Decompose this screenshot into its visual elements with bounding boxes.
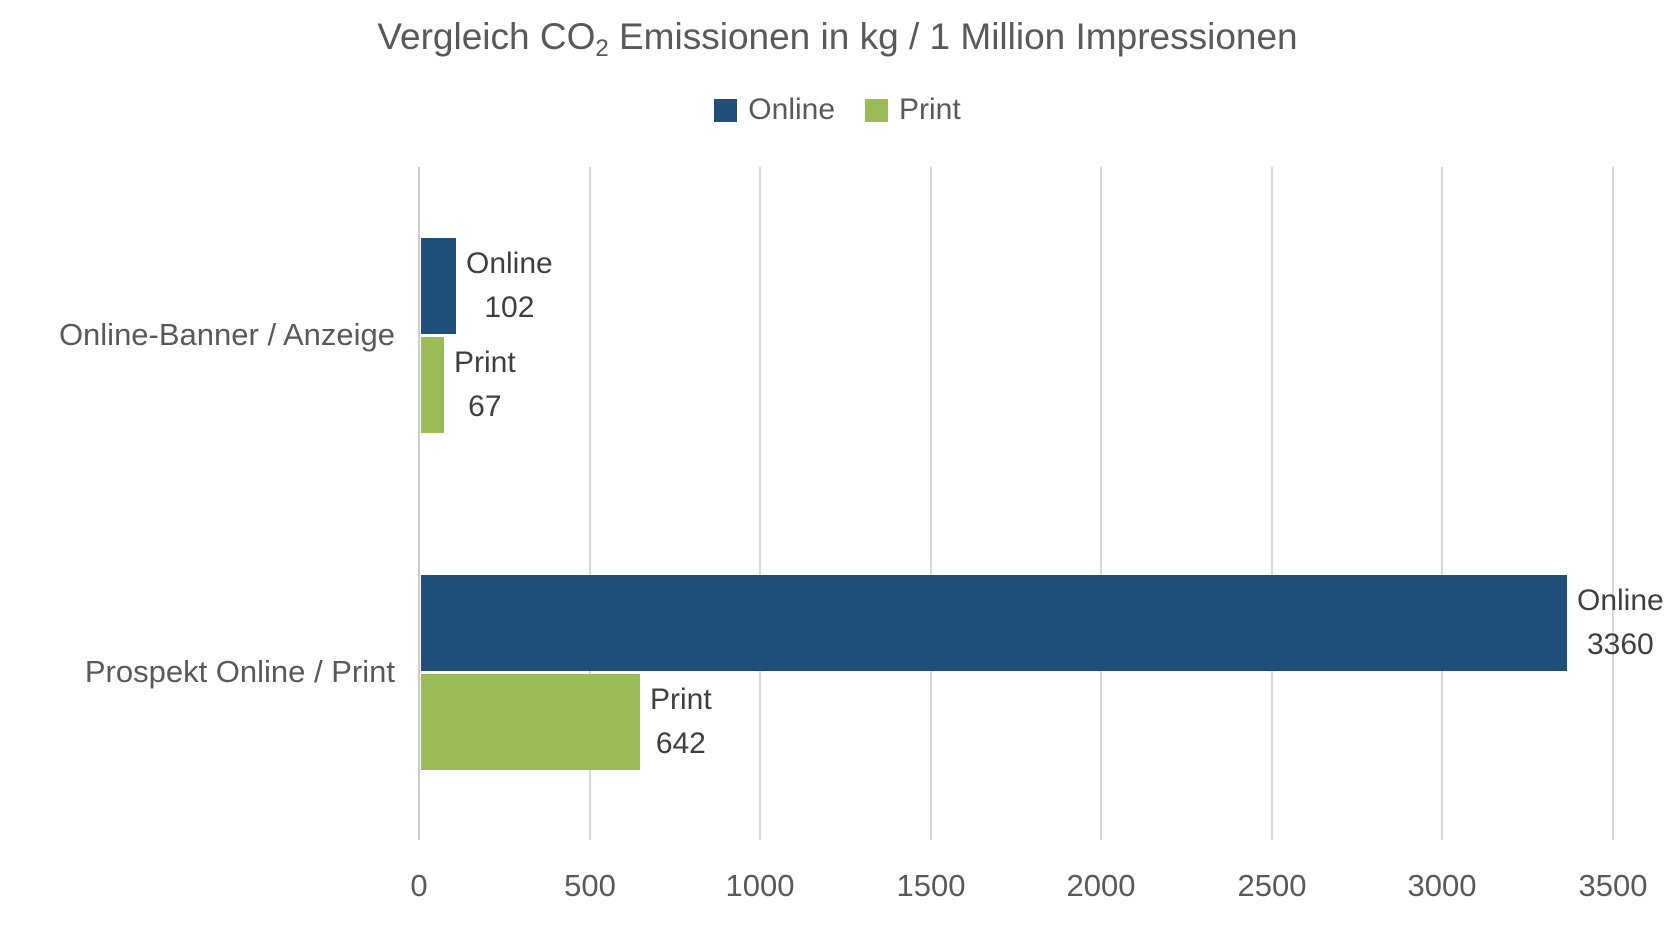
chart-title-text: Vergleich CO (377, 16, 596, 57)
bar-label-value: 67 (468, 390, 502, 423)
x-axis-tick-1000: 1000 (725, 868, 795, 903)
bar-label-series-name: Online (1577, 584, 1664, 617)
gridline-500 (589, 167, 591, 840)
bar-label-online-1: Online 3360 (1577, 579, 1664, 667)
legend: Online Print (0, 90, 1675, 130)
bar-label-series-name: Print (454, 346, 516, 379)
chart-title: Vergleich CO2 Emissionen in kg / 1 Milli… (0, 16, 1675, 63)
bar-label-print-1: Print 642 (650, 678, 712, 766)
chart-title-subscript: 2 (595, 35, 609, 62)
bar-online-1 (421, 575, 1567, 671)
legend-label-online: Online (748, 93, 836, 126)
bar-label-print-0: Print 67 (454, 341, 516, 429)
x-axis-tick-2500: 2500 (1237, 868, 1307, 903)
gridline-1000 (759, 167, 761, 840)
legend-item-online: Online (714, 93, 835, 127)
x-axis-tick-1500: 1500 (896, 868, 966, 903)
legend-swatch-print (865, 98, 889, 122)
bar-label-value: 3360 (1586, 628, 1654, 661)
gridline-2000 (1100, 167, 1102, 840)
bar-label-series-name: Print (650, 683, 712, 716)
plot-area: Online 102 Print 67 Online 3360 Print 642 (418, 167, 1664, 840)
bar-label-value: 102 (484, 291, 535, 324)
gridline-0 (418, 167, 420, 840)
x-axis-tick-0: 0 (410, 868, 428, 903)
chart-title-suffix: Emissionen in kg / 1 Million Impressione… (608, 16, 1298, 57)
category-label-0: Online-Banner / Anzeige (58, 317, 395, 352)
gridline-3500 (1612, 167, 1614, 840)
x-axis-tick-3000: 3000 (1407, 868, 1477, 903)
gridline-1500 (930, 167, 932, 840)
x-axis-tick-3500: 3500 (1578, 868, 1648, 903)
legend-label-print: Print (899, 93, 961, 126)
bar-label-value: 642 (655, 727, 706, 760)
x-axis-tick-2000: 2000 (1066, 868, 1136, 903)
bar-print-1 (421, 674, 640, 770)
category-label-1: Prospekt Online / Print (84, 654, 395, 689)
bar-label-online-0: Online 102 (466, 242, 553, 330)
bar-label-series-name: Online (466, 247, 553, 280)
legend-swatch-online (714, 98, 738, 122)
bar-online-0 (421, 238, 456, 334)
legend-item-print: Print (865, 93, 961, 127)
x-axis-tick-500: 500 (564, 868, 616, 903)
gridline-2500 (1271, 167, 1273, 840)
bar-print-0 (421, 337, 444, 433)
gridline-3000 (1441, 167, 1443, 840)
